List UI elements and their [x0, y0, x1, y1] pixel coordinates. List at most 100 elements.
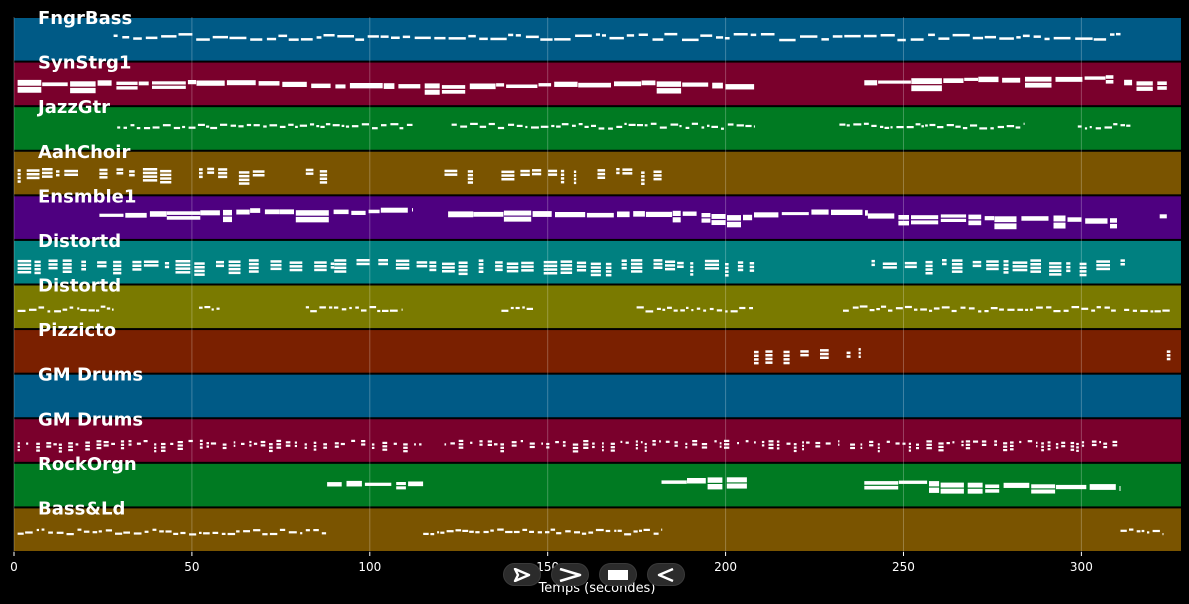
note	[329, 306, 333, 309]
note	[765, 354, 773, 357]
note	[602, 449, 604, 452]
rewind-button[interactable]	[647, 563, 685, 586]
note	[361, 440, 366, 443]
note	[712, 82, 723, 89]
note	[479, 440, 483, 443]
note	[458, 265, 468, 268]
note	[960, 306, 966, 309]
note	[270, 263, 282, 267]
x-tick-label: 100	[358, 560, 381, 574]
note	[58, 447, 62, 450]
note	[929, 309, 933, 312]
note	[644, 446, 647, 449]
note	[895, 442, 900, 445]
forward-button[interactable]	[551, 563, 589, 586]
note	[470, 122, 478, 125]
note	[319, 177, 328, 180]
note	[940, 482, 964, 488]
note	[972, 260, 982, 264]
note	[62, 266, 72, 270]
note	[129, 170, 135, 173]
note	[727, 123, 734, 126]
note	[17, 309, 26, 312]
note	[621, 263, 627, 266]
note	[349, 306, 352, 310]
note	[1136, 86, 1153, 91]
note	[653, 266, 663, 269]
play-button[interactable]	[503, 563, 541, 586]
note	[707, 124, 710, 127]
rewind-icon	[657, 567, 674, 582]
note	[1021, 216, 1049, 221]
note	[910, 38, 924, 41]
note	[1015, 126, 1021, 129]
note	[414, 36, 431, 40]
note	[916, 443, 919, 446]
note	[38, 306, 45, 309]
note	[396, 482, 406, 486]
track-label: Ensmble1	[38, 186, 136, 207]
note	[355, 306, 359, 309]
note	[98, 530, 102, 533]
note	[942, 259, 947, 262]
note	[103, 441, 109, 444]
note	[390, 123, 399, 126]
note	[1066, 269, 1071, 273]
note	[1030, 266, 1041, 270]
note	[382, 445, 388, 448]
note	[951, 309, 957, 313]
note	[745, 440, 749, 443]
note	[690, 273, 694, 276]
note	[858, 351, 861, 355]
note	[371, 443, 375, 446]
note	[768, 443, 774, 446]
note	[555, 441, 559, 444]
note	[605, 529, 611, 533]
track-label: GM Drums	[38, 409, 143, 430]
note	[446, 530, 454, 533]
note	[250, 38, 263, 41]
note	[521, 265, 534, 268]
note	[881, 305, 887, 308]
note	[85, 444, 90, 448]
note	[1031, 489, 1056, 494]
note	[825, 442, 831, 445]
note	[964, 77, 979, 81]
note	[1003, 445, 1008, 448]
note	[636, 306, 644, 309]
note	[136, 442, 141, 445]
note	[543, 272, 558, 275]
note	[314, 265, 327, 268]
note	[323, 446, 327, 449]
stop-button[interactable]	[599, 563, 637, 586]
note	[506, 262, 519, 265]
note	[653, 174, 662, 177]
note	[1003, 271, 1009, 274]
note	[54, 310, 61, 313]
note	[1022, 34, 1030, 38]
note	[351, 210, 366, 215]
note	[727, 221, 741, 228]
note	[984, 310, 989, 313]
note	[639, 529, 642, 532]
note	[933, 307, 940, 310]
note	[389, 309, 398, 312]
note	[1066, 262, 1071, 265]
note	[323, 34, 335, 37]
note	[96, 447, 102, 450]
note	[442, 262, 455, 266]
note	[444, 443, 447, 446]
note	[692, 440, 698, 443]
note	[501, 170, 515, 174]
note	[1041, 449, 1044, 452]
note	[173, 532, 179, 535]
note	[187, 80, 197, 85]
note	[1132, 309, 1137, 312]
note	[865, 210, 868, 216]
note	[802, 444, 804, 447]
note	[26, 442, 29, 445]
note	[458, 261, 468, 264]
note	[691, 122, 698, 125]
note	[938, 445, 944, 448]
note	[880, 125, 884, 128]
